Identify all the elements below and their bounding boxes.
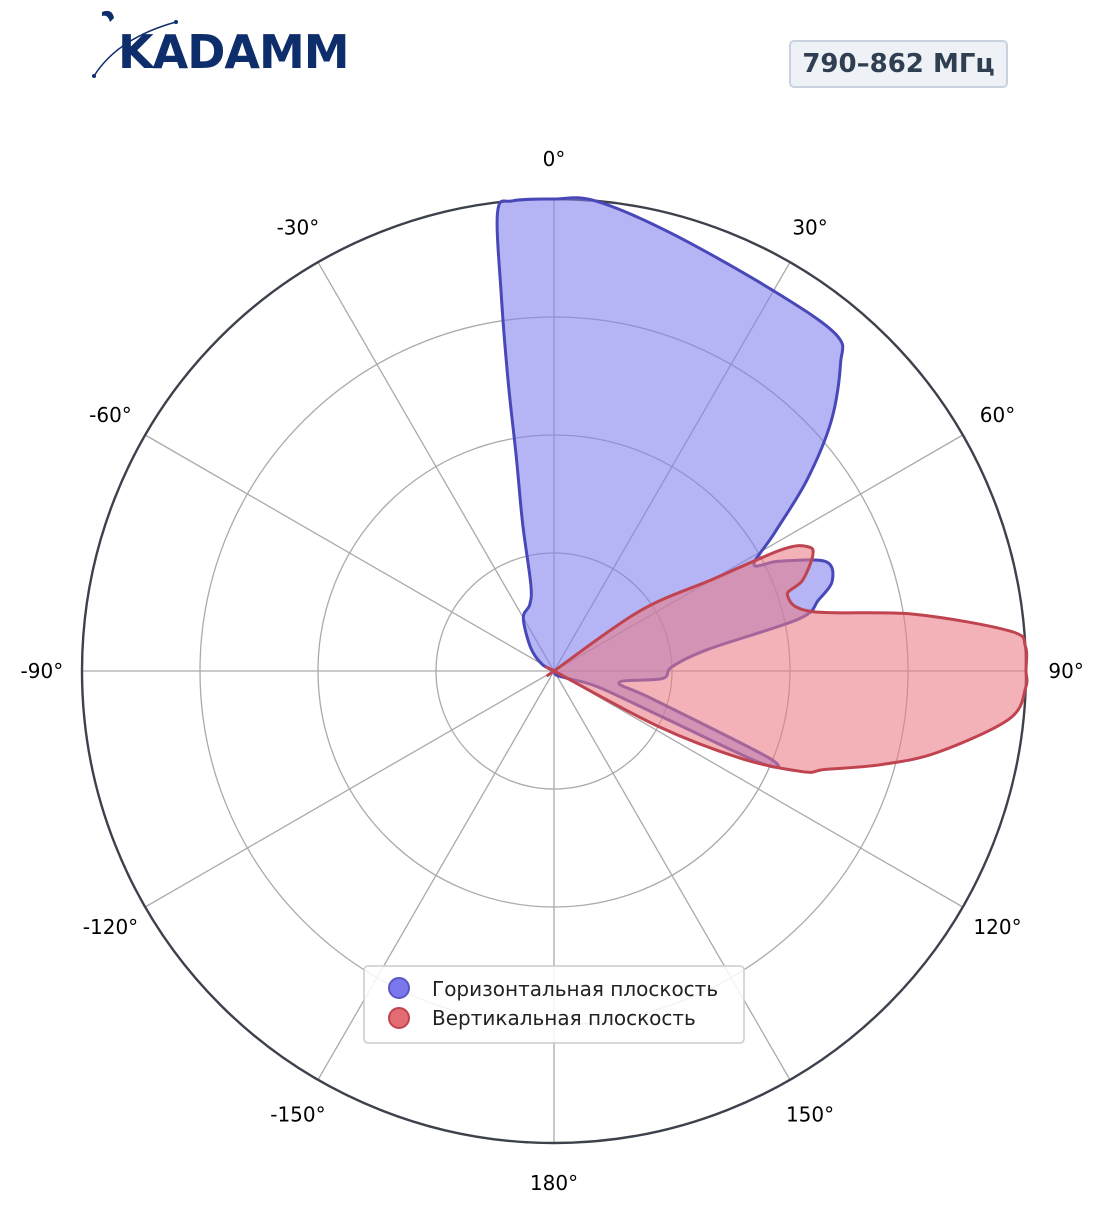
angle-tick-label: -30°	[277, 215, 320, 239]
angle-tick-label: -120°	[83, 915, 138, 939]
series-vertical	[544, 544, 1029, 774]
series-layer	[495, 196, 1029, 774]
chart-legend: Горизонтальная плоскость Вертикальная пл…	[363, 965, 745, 1044]
kadamm-logo	[88, 8, 368, 88]
angle-tick-label: 60°	[980, 403, 1015, 427]
legend-marker-vertical	[388, 1007, 410, 1029]
angle-tick-label: 90°	[1048, 659, 1083, 683]
angle-tick-label: -150°	[270, 1103, 325, 1127]
kadamm-swoosh-icon	[92, 10, 178, 78]
angle-tick-label: 180°	[530, 1171, 578, 1195]
angle-tick-label: 0°	[543, 147, 566, 171]
angle-tick-labels: 0° 30° 60° 90° 120° 150° 180° -150° -120° -90° -60…	[21, 147, 1084, 1195]
frequency-badge: 790–862 МГц	[789, 40, 1008, 88]
angle-tick-label: 150°	[786, 1103, 834, 1127]
legend-box	[363, 965, 745, 1044]
angle-tick-label: 120°	[973, 915, 1021, 939]
legend-label-vertical: Вертикальная плоскость	[432, 1006, 696, 1030]
legend-marker-horizontal	[388, 977, 410, 999]
logo-wordmark: KADAMM	[118, 25, 350, 79]
angle-tick-label: 30°	[792, 215, 827, 239]
angle-tick-label: -60°	[89, 403, 132, 427]
legend-label-horizontal: Горизонтальная плоскость	[432, 977, 718, 1001]
angle-tick-label: -90°	[21, 659, 64, 683]
